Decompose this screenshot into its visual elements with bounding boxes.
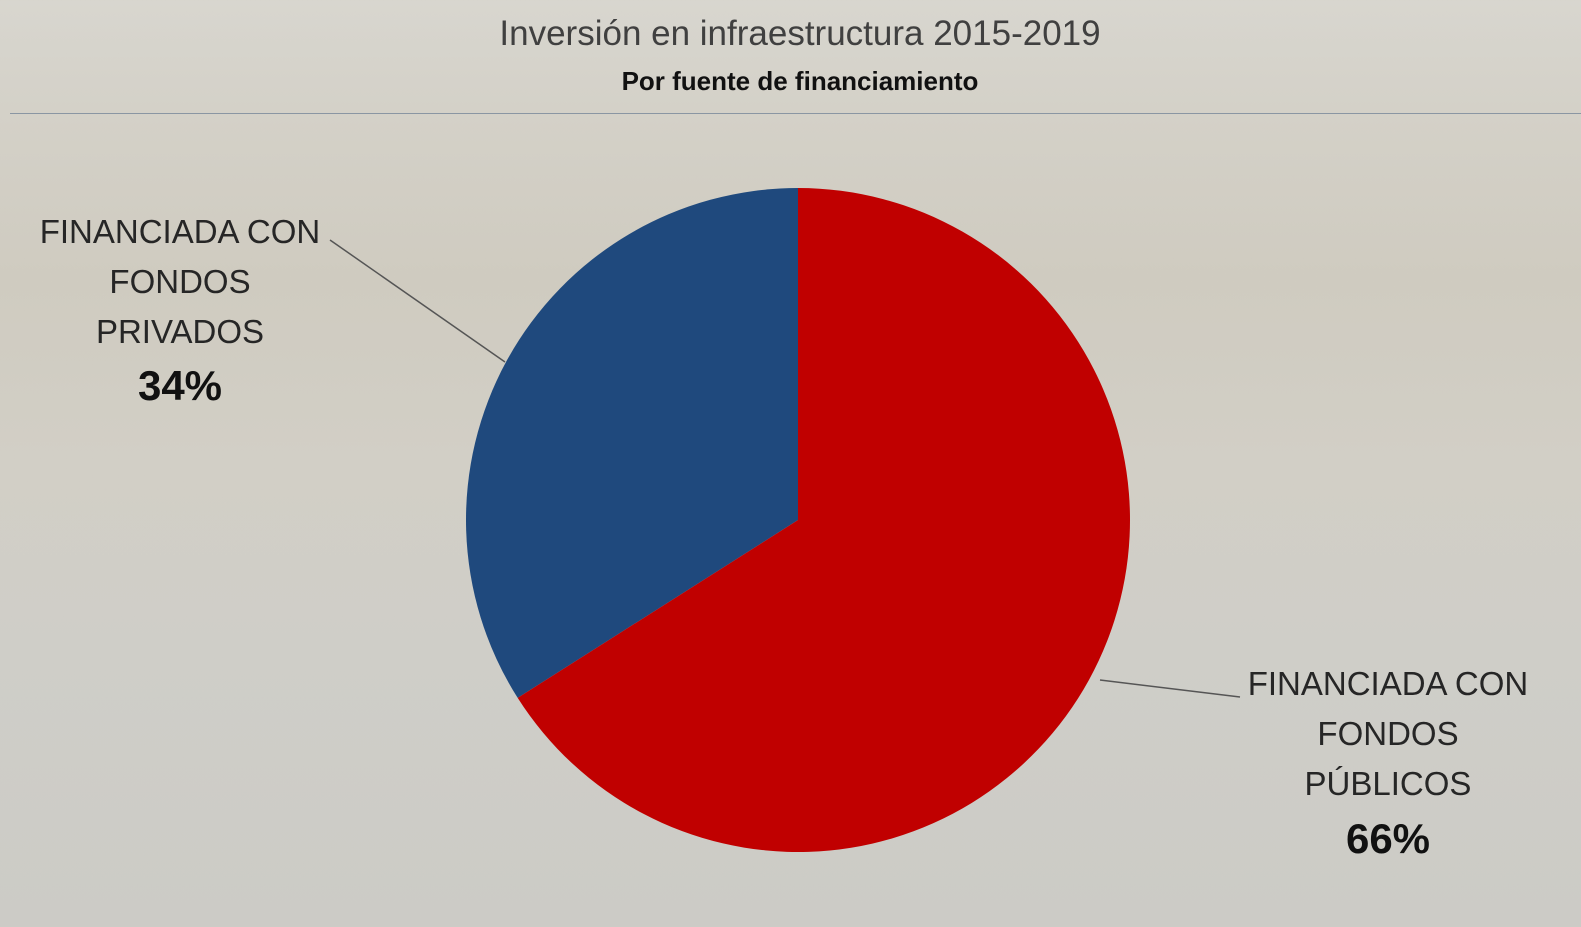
value-label: 34%	[0, 362, 360, 410]
value-label: 66%	[1208, 815, 1568, 863]
slice-label: FINANCIADA CON FONDOS PRIVADOS	[0, 207, 360, 357]
page: Inversión en infraestructura 2015-2019 P…	[0, 0, 1581, 927]
slice-label: FINANCIADA CON FONDOS PÚBLICOS	[1208, 659, 1568, 809]
